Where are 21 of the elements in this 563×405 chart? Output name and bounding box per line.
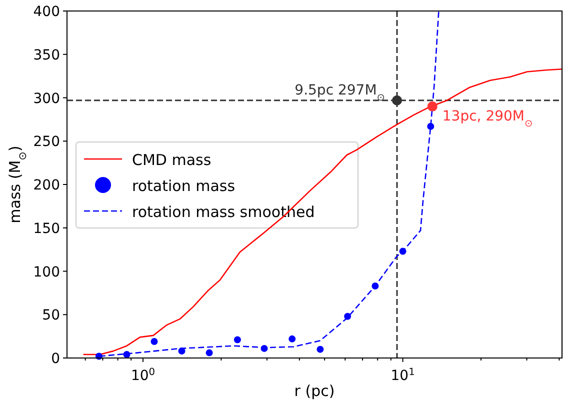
x-tick-label: 10$^{0}$	[130, 366, 156, 384]
annotation: 13pc, 290M$_{⊙}$	[442, 108, 533, 129]
x-axis-title: r (pc)	[294, 382, 335, 400]
y-tick-label: 200	[33, 178, 60, 194]
legend-label: CMD mass	[132, 151, 212, 169]
y-tick-label: 350	[33, 47, 60, 64]
point	[288, 335, 296, 342]
x-tick-label: 10$^{1}$	[390, 366, 415, 384]
y-tick-label: 150	[33, 220, 60, 237]
y-tick-label: 100	[33, 264, 60, 280]
y-tick-label: 400	[33, 4, 60, 20]
annotation: 9.5pc 297M$_{⊙}$	[294, 82, 386, 103]
point	[206, 349, 213, 356]
legend-label: rotation mass	[132, 177, 236, 195]
point	[316, 346, 324, 353]
point	[150, 338, 158, 346]
y-tick-label: 50	[42, 308, 60, 324]
point	[234, 336, 241, 344]
y-tick-label: 250	[33, 134, 60, 150]
y-tick-label: 0	[51, 351, 60, 367]
y-tick-label: 300	[33, 90, 60, 107]
